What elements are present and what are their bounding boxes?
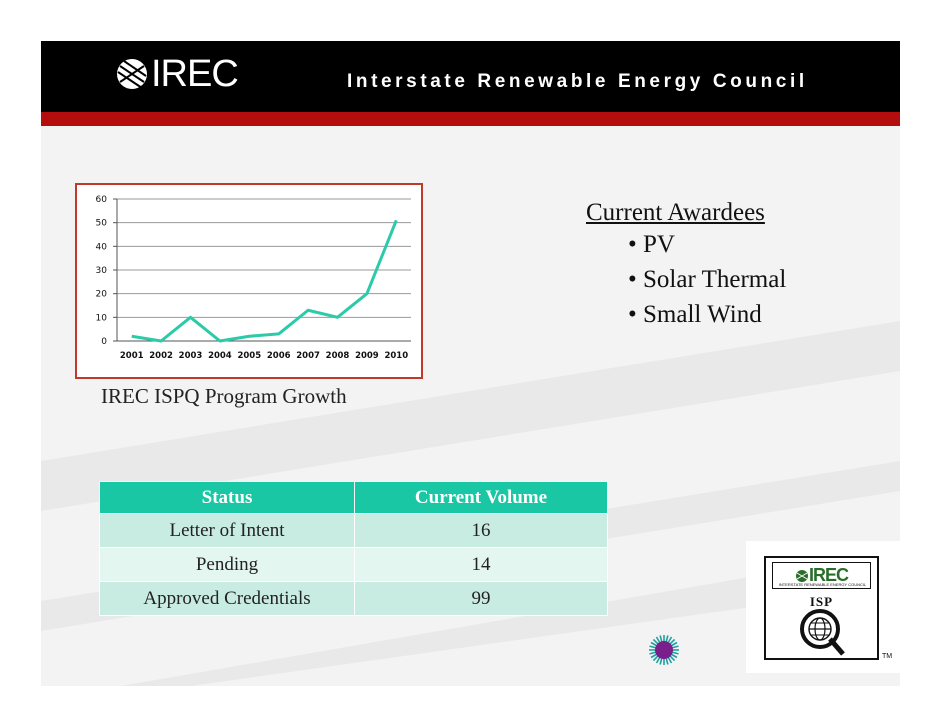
table-row: Pending 14 bbox=[99, 547, 608, 582]
q-globe-icon bbox=[800, 609, 845, 656]
globe-icon bbox=[117, 59, 147, 89]
status-table: Status Current Volume Letter of Intent 1… bbox=[99, 481, 608, 616]
volume-cell: 14 bbox=[354, 547, 608, 582]
awardees-title: Current Awardees bbox=[586, 199, 765, 226]
x-tick-label: 2007 bbox=[296, 351, 320, 361]
x-tick-label: 2004 bbox=[208, 351, 232, 361]
x-tick-label: 2009 bbox=[355, 351, 379, 361]
logo-text: IREC bbox=[151, 53, 239, 95]
y-tick-label: 50 bbox=[96, 219, 108, 229]
x-tick-label: 2008 bbox=[326, 351, 350, 361]
status-cell: Letter of Intent bbox=[99, 513, 355, 548]
awardee-solar-thermal: Solar Thermal bbox=[628, 262, 786, 297]
awardee-pv: PV bbox=[628, 227, 786, 262]
x-tick-label: 2002 bbox=[149, 351, 173, 361]
ispq-badge-panel: IREC INTERSTATE RENEWABLE ENERGY COUNCIL… bbox=[746, 541, 900, 673]
awardees-panel: Current Awardees PV Solar Thermal Small … bbox=[586, 199, 786, 332]
table-header-row: Status Current Volume bbox=[99, 481, 608, 514]
volume-cell: 99 bbox=[354, 581, 608, 616]
badge-logo: IREC INTERSTATE RENEWABLE ENERGY COUNCIL bbox=[772, 562, 871, 589]
y-tick-label: 0 bbox=[101, 337, 107, 347]
badge-isp-text: ISP bbox=[809, 594, 834, 609]
header-stripe bbox=[41, 112, 900, 126]
column-header-volume: Current Volume bbox=[354, 481, 608, 514]
header-bar: IREC Interstate Renewable Energy Council bbox=[41, 41, 900, 112]
growth-chart-frame: 0 10 20 30 40 50 60 2001 2002 2003 2004 2005 2006 200… bbox=[75, 183, 423, 379]
y-tick-label: 60 bbox=[96, 195, 108, 205]
x-tick-label: 2010 bbox=[384, 351, 408, 361]
x-tick-label: 2003 bbox=[179, 351, 203, 361]
irec-logo: IREC bbox=[115, 53, 239, 95]
column-header-status: Status bbox=[99, 481, 355, 514]
x-tick-label: 2005 bbox=[237, 351, 261, 361]
volume-cell: 16 bbox=[354, 513, 608, 548]
badge-globe-icon bbox=[795, 569, 808, 582]
table-row: Approved Credentials 99 bbox=[99, 581, 608, 616]
series-line bbox=[131, 219, 398, 343]
org-name: Interstate Renewable Energy Council bbox=[347, 71, 808, 92]
status-cell: Pending bbox=[99, 547, 355, 582]
y-tick-label: 10 bbox=[96, 313, 108, 323]
y-tick-label: 20 bbox=[96, 290, 108, 300]
badge-subtitle: INTERSTATE RENEWABLE ENERGY COUNCIL bbox=[778, 582, 867, 587]
badge-logo-text: IREC bbox=[808, 565, 849, 585]
y-tick-label: 40 bbox=[96, 242, 108, 252]
awardees-list: PV Solar Thermal Small Wind bbox=[586, 227, 786, 332]
ispq-badge: IREC INTERSTATE RENEWABLE ENERGY COUNCIL… bbox=[764, 556, 879, 660]
growth-chart: 0 10 20 30 40 50 60 2001 2002 2003 2004 2005 2006 200… bbox=[96, 195, 411, 361]
x-tick-label: 2006 bbox=[267, 351, 291, 361]
status-cell: Approved Credentials bbox=[99, 581, 355, 616]
awardee-small-wind: Small Wind bbox=[628, 297, 786, 332]
slide: IREC Interstate Renewable Energy Council… bbox=[41, 41, 900, 686]
table-row: Letter of Intent 16 bbox=[99, 513, 608, 548]
trademark-mark: TM bbox=[882, 653, 893, 660]
x-tick-label: 2001 bbox=[120, 351, 144, 361]
y-tick-label: 30 bbox=[96, 266, 108, 276]
starburst-icon bbox=[649, 635, 679, 665]
chart-caption: IREC ISPQ Program Growth bbox=[101, 384, 347, 408]
